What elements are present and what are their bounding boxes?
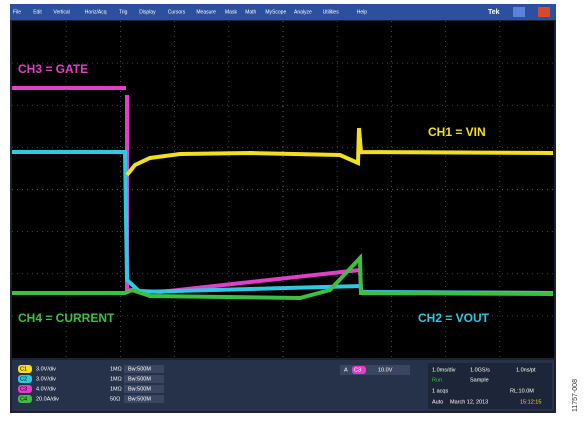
- trigger-source: C3: [354, 367, 361, 373]
- channel-badge: [18, 375, 32, 383]
- close-button[interactable]: [538, 7, 550, 17]
- figure-id: 11757-008: [572, 379, 579, 412]
- menu-item[interactable]: Edit: [33, 9, 42, 15]
- channel-scale: 3.0V/div: [36, 376, 56, 382]
- minimize-button[interactable]: [513, 7, 525, 17]
- date: March 12, 2013: [450, 399, 488, 405]
- channel-bw: Bw:500M: [128, 376, 151, 382]
- menu-item[interactable]: File: [13, 9, 21, 15]
- channel-impedance: 1MΩ: [110, 366, 122, 372]
- menu-item[interactable]: MyScope: [265, 9, 286, 15]
- bw-box: [124, 395, 164, 403]
- trace-label: CH1 = VIN: [428, 125, 486, 139]
- ch1-trace: [125, 127, 554, 177]
- channel-settings: C1 3.0V/div 1MΩ Bw:500M C2 3.0V/div 1MΩ Bw:500M…: [18, 365, 164, 403]
- acq-box: [428, 363, 552, 409]
- channel-bw: Bw:500M: [128, 366, 151, 372]
- timebase: 1.0ms/div: [432, 367, 456, 373]
- trigger-source-badge: [352, 366, 366, 374]
- menu-item[interactable]: Cursors: [168, 9, 186, 15]
- menu-item[interactable]: Display: [139, 9, 156, 15]
- channel-impedance: 1MΩ: [110, 386, 122, 392]
- trigger-mode: A: [344, 367, 348, 373]
- run-state: Run: [432, 377, 442, 383]
- menu-item[interactable]: Trig: [119, 9, 128, 15]
- trace-label: CH4 = CURRENT: [18, 311, 115, 325]
- channel-bw: Bw:500M: [128, 396, 151, 402]
- channel-id: C2: [20, 376, 27, 382]
- bw-box: [124, 375, 164, 383]
- menu-bar: [10, 4, 556, 20]
- bw-box: [124, 385, 164, 393]
- menu-item[interactable]: Utilities: [323, 9, 340, 15]
- channel-bw: Bw:500M: [128, 386, 151, 392]
- rate: 1.0GS/s: [470, 367, 490, 373]
- trace-label: CH2 = VOUT: [418, 311, 490, 325]
- channel-id: C3: [20, 386, 27, 392]
- menu-item[interactable]: Help: [357, 9, 368, 15]
- acq-mode: Sample: [470, 377, 489, 383]
- menu-item[interactable]: Horiz/Acq: [85, 9, 107, 15]
- resolution: 1.0ns/pt: [516, 367, 536, 373]
- channel-id: C4: [20, 396, 27, 402]
- menu-item[interactable]: Mask: [225, 9, 237, 15]
- channel-scale: 3.0V/div: [36, 366, 56, 372]
- channel-impedance: 1MΩ: [110, 376, 122, 382]
- menu-item[interactable]: Vertical: [53, 9, 69, 15]
- channel-scale: 20.0A/div: [36, 396, 59, 402]
- acqs: 1 acqs: [432, 388, 448, 394]
- channel-impedance: 50Ω: [110, 396, 120, 402]
- trigger-box: [340, 365, 410, 375]
- menu-item[interactable]: Measure: [196, 9, 216, 15]
- channel-badge: [18, 395, 32, 403]
- channel-badge: [18, 385, 32, 393]
- channel-scale: 4.0V/div: [36, 386, 56, 392]
- channel-badge: [18, 365, 32, 373]
- brand: Tek: [488, 9, 500, 16]
- menu: File Edit Vertical Horiz/Acq Trig Display Curs…: [13, 9, 367, 15]
- grid: [12, 21, 554, 358]
- trigger-level: 10.0V: [378, 367, 393, 373]
- time: 15:12:15: [520, 399, 541, 405]
- ch4-trace: [12, 253, 554, 301]
- bw-box: [124, 365, 164, 373]
- trig-mode: Auto: [432, 399, 443, 405]
- menu-item[interactable]: Analyze: [294, 9, 312, 15]
- trace-label: CH3 = GATE: [18, 62, 88, 76]
- channel-id: C1: [20, 366, 27, 372]
- menu-item[interactable]: Math: [245, 9, 256, 15]
- record-length: RL:10.0M: [510, 388, 534, 394]
